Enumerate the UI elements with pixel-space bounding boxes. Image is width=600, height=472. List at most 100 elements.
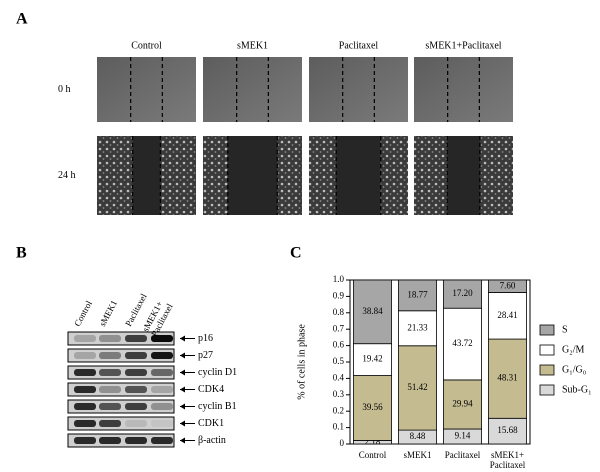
value-label: 48.31 — [497, 373, 517, 383]
value-label: 43.72 — [452, 338, 472, 348]
value-label: 8.48 — [410, 431, 426, 441]
band — [99, 352, 121, 359]
y-tick-label: 1.0 — [333, 274, 345, 284]
blot-strip — [67, 382, 175, 397]
protein-label: p27 — [198, 350, 213, 361]
row-label: 0 h — [58, 84, 71, 95]
band — [99, 386, 121, 393]
legend-swatch — [539, 344, 555, 356]
x-tick-label: sMEK1 — [403, 450, 432, 460]
y-tick-label: 0.3 — [333, 389, 345, 399]
arrow-head — [180, 352, 185, 359]
band — [99, 420, 121, 427]
micrograph — [203, 57, 302, 122]
micrograph — [309, 57, 408, 122]
band — [151, 437, 173, 444]
bar-segment — [443, 279, 482, 309]
blot-strip — [67, 331, 175, 346]
wound-gap — [447, 136, 480, 215]
band — [74, 352, 96, 359]
band — [74, 403, 96, 410]
band — [151, 420, 173, 427]
y-tick-label: 0.8 — [333, 307, 345, 317]
protein-label: cyclin B1 — [198, 401, 237, 412]
value-label: 21.33 — [407, 322, 428, 332]
band — [74, 386, 96, 393]
value-label: 28.41 — [497, 310, 517, 320]
bar-segment — [488, 338, 527, 419]
arrow-head — [180, 335, 185, 342]
bar-segment — [488, 279, 527, 293]
bar-segment — [443, 307, 482, 381]
band — [125, 437, 147, 444]
y-tick-label: 0.6 — [333, 340, 345, 350]
micrograph — [414, 57, 513, 122]
column-label: Paclitaxel — [339, 40, 379, 51]
y-tick-label: 0.4 — [333, 372, 345, 382]
panel-label: A — [16, 11, 28, 28]
band — [151, 335, 173, 342]
y-tick-label: 0.7 — [333, 323, 345, 333]
y-axis-title: % of cells in phase — [296, 324, 307, 400]
band — [99, 437, 121, 444]
band — [125, 386, 147, 393]
bar-segment — [488, 292, 527, 340]
column-label: sMEK1+Paclitaxel — [425, 40, 501, 51]
value-label: 29.94 — [452, 399, 473, 409]
wound-gap — [336, 136, 381, 215]
y-tick-label: 0 — [340, 438, 345, 448]
band — [151, 403, 173, 410]
legend-swatch — [539, 364, 555, 376]
column-label: sMEK1 — [237, 40, 268, 51]
bar-segment — [398, 310, 437, 347]
y-tick-label: 0.5 — [333, 356, 345, 366]
arrow-head — [180, 403, 185, 410]
protein-label: CDK4 — [198, 384, 224, 395]
arrow-head — [180, 437, 185, 444]
band — [74, 335, 96, 342]
band — [125, 352, 147, 359]
band — [151, 369, 173, 376]
arrow-head — [180, 420, 185, 427]
band — [74, 420, 96, 427]
x-tick-label: sMEK1+ Paclitaxel — [489, 450, 526, 470]
panel-label: B — [16, 245, 27, 262]
y-tick-label: 0.1 — [333, 422, 344, 432]
band — [99, 403, 121, 410]
value-label: 15.68 — [497, 425, 518, 435]
x-tick-label: Control — [358, 450, 387, 460]
blot-strip — [67, 348, 175, 363]
wound-gap — [132, 136, 161, 215]
band — [99, 369, 121, 376]
band — [125, 369, 147, 376]
band — [74, 369, 96, 376]
micrograph — [97, 57, 196, 122]
bar-segment — [398, 345, 437, 431]
value-label: 39.56 — [362, 402, 383, 412]
legend-label: S — [562, 324, 568, 335]
band — [125, 335, 147, 342]
bar-segment — [353, 375, 392, 441]
band — [74, 437, 96, 444]
bar-segment — [488, 417, 527, 445]
legend-label: G₂/M — [562, 344, 584, 355]
bar-segment — [353, 343, 392, 376]
arrow-head — [180, 369, 185, 376]
value-label: 17.20 — [452, 288, 473, 298]
band — [151, 386, 173, 393]
band — [125, 403, 147, 410]
protein-label: cyclin D1 — [198, 367, 237, 378]
panel-label: C — [290, 245, 302, 262]
value-label: 9.14 — [455, 431, 471, 441]
legend-swatch — [539, 384, 555, 396]
band — [151, 352, 173, 359]
band — [99, 335, 121, 342]
legend-swatch — [539, 324, 555, 336]
bar-segment — [443, 379, 482, 430]
bar-segment — [353, 279, 392, 345]
value-label: 38.84 — [362, 306, 383, 316]
value-label: 7.60 — [500, 280, 516, 290]
bar-segment — [398, 279, 437, 312]
